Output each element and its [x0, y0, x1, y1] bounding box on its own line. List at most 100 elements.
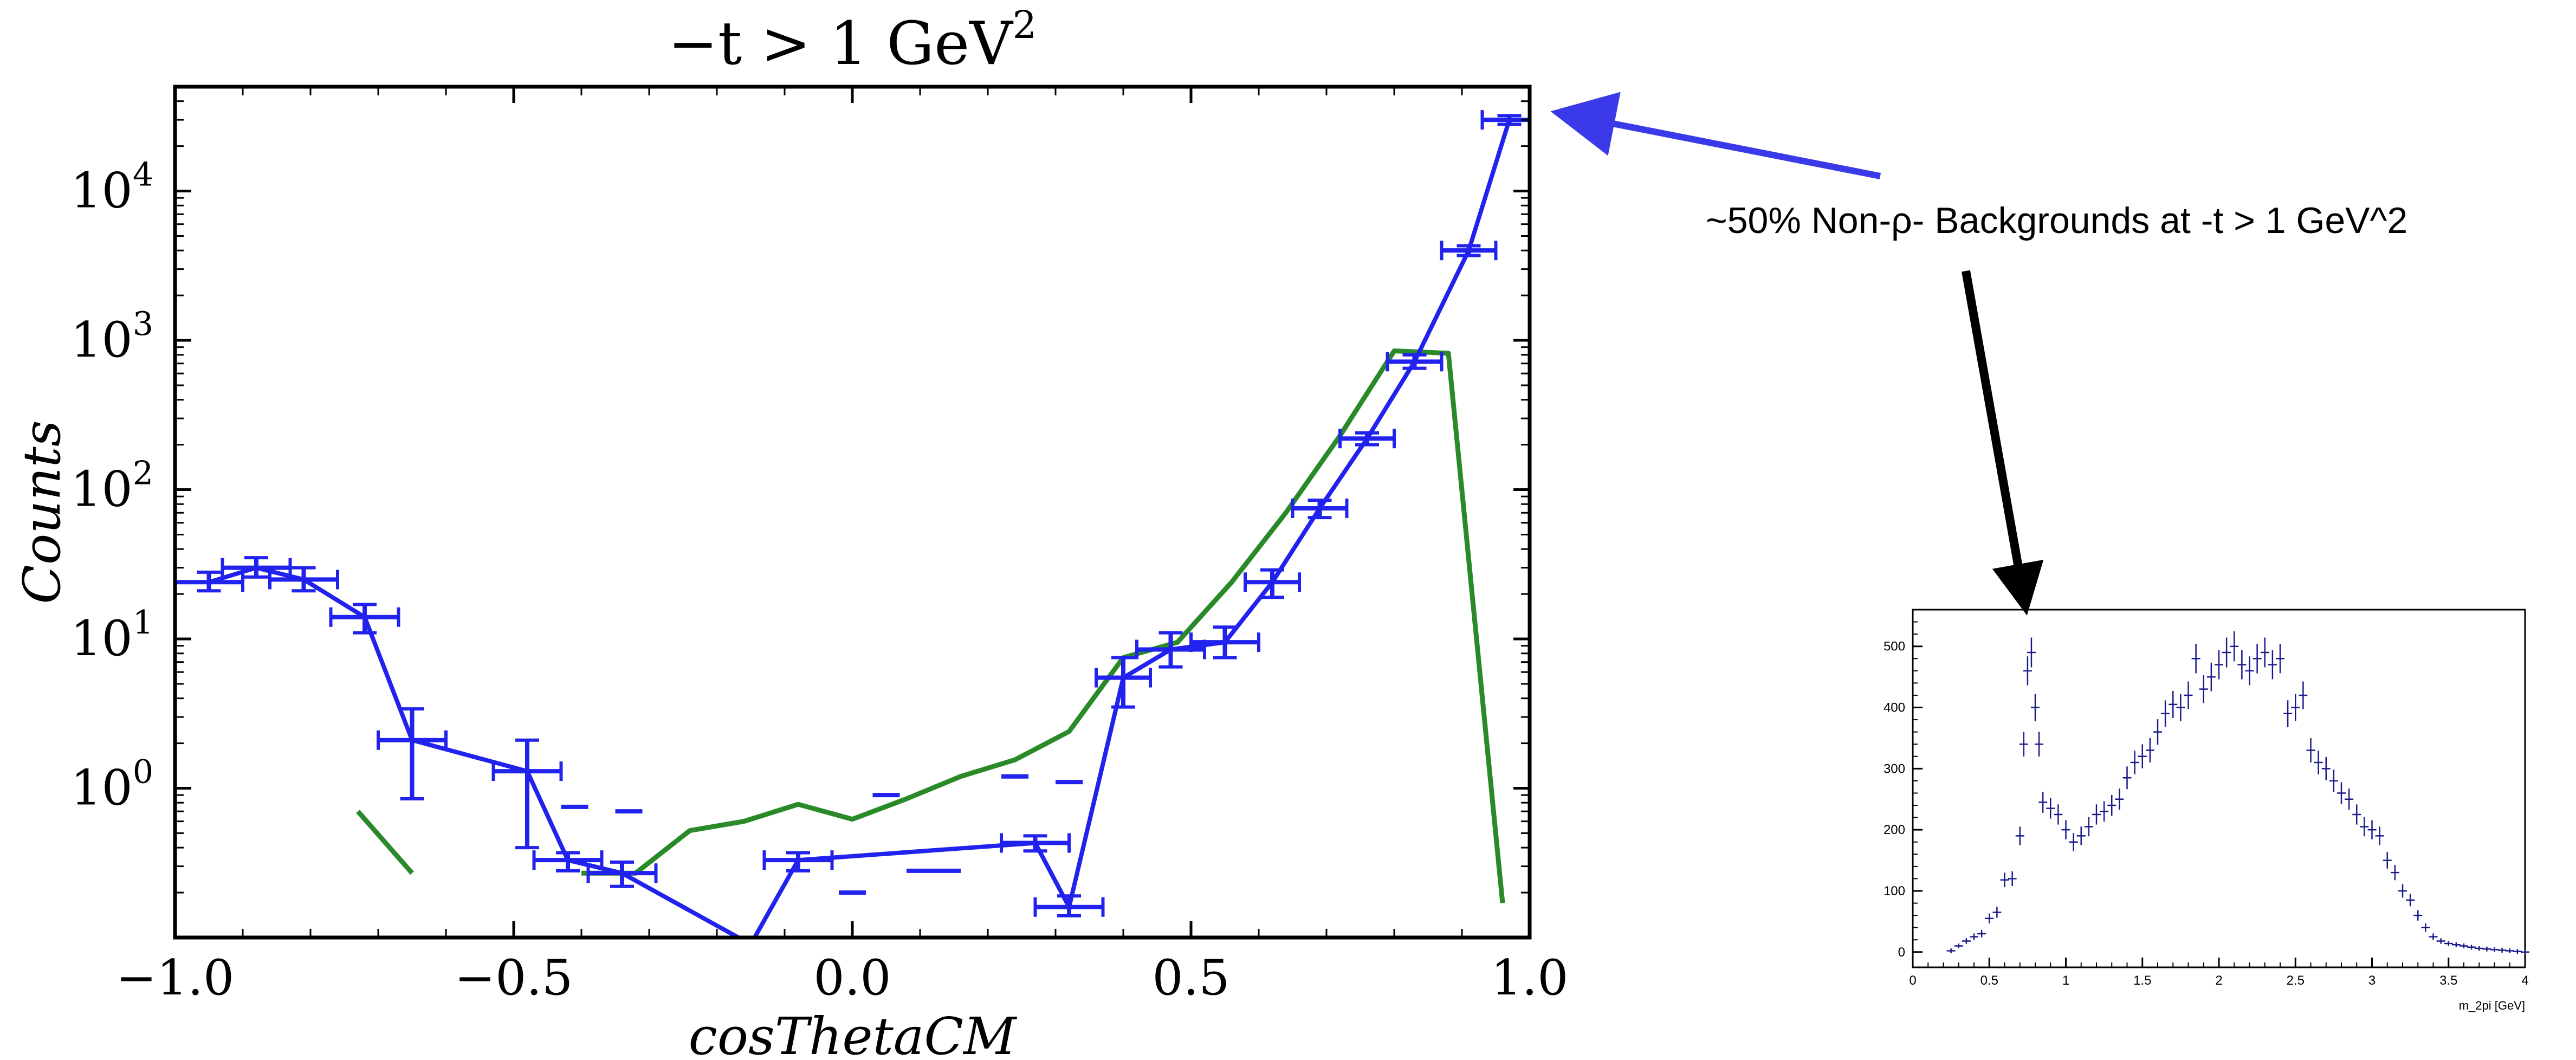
blue-errorbar-point: [1291, 498, 1349, 520]
inset-data-point: [2283, 700, 2293, 727]
inset-data-point: [2122, 766, 2132, 790]
inset-data-point: [2230, 631, 2239, 662]
inset-data-point: [2130, 751, 2139, 774]
inset-data-point: [2199, 675, 2208, 703]
inset-data-point: [2184, 681, 2193, 709]
inset-data-point: [2161, 700, 2170, 727]
inset-chart: 0 0.5 1 1.5 2 2.5 3 3.5 4 0 100 200 300 400 500 m_2pi …: [1884, 609, 2529, 1012]
inset-data-point: [2406, 894, 2415, 907]
inset-data-point: [2460, 943, 2468, 949]
inset-data-point: [2482, 946, 2491, 952]
inset-data-point: [2291, 694, 2300, 721]
inset-data-point: [2023, 656, 2032, 686]
inset-x-axis-label: m_2pi [GeV]: [2459, 999, 2525, 1012]
main-chart-marks: [175, 110, 1530, 938]
inset-y-tick-label: 300: [1884, 761, 1905, 776]
inset-data-point: [2115, 788, 2124, 810]
inset-x-tick-label: 0.5: [1980, 973, 1998, 988]
inset-data-point: [2253, 644, 2262, 674]
y-tick-label: 103: [70, 305, 153, 369]
inset-data-point: [2413, 910, 2423, 921]
inset-data-point: [2260, 637, 2269, 668]
blue-errorbar-point: [1338, 429, 1396, 449]
inset-data-point: [1946, 948, 1956, 954]
blue-errorbar-point: [175, 570, 244, 593]
inset-data-point: [2505, 948, 2514, 954]
inset-data-point: [1970, 933, 1978, 940]
green-series-line: [581, 348, 1505, 903]
inset-data-point: [2245, 656, 2254, 686]
blue-errorbar-point: [1189, 625, 1260, 660]
y-tick-label: 104: [70, 156, 153, 219]
annotation-text: ~50% Non-ρ- Backgrounds at -t > 1 GeV^2: [1706, 200, 2407, 241]
blue-errorbar-point: [1440, 241, 1498, 261]
inset-data-point: [2206, 662, 2216, 691]
inset-data-point: [2019, 732, 2028, 757]
blue-errorbar-point: [329, 603, 400, 635]
inset-data-point: [2490, 947, 2499, 952]
inset-data-point: [2513, 949, 2522, 954]
inset-data-point: [1962, 938, 1971, 944]
inset-data-point: [2467, 945, 2476, 950]
x-tick-label: 0.5: [1152, 949, 1229, 1006]
blue-errorbar-point: [1033, 894, 1105, 917]
blue-errorbar-point: [762, 850, 834, 872]
inset-data-point: [2360, 817, 2369, 837]
inset-chart-marks: [1946, 631, 2529, 955]
inset-data-point: [2314, 751, 2323, 774]
inset-data-point: [2375, 826, 2384, 845]
blue-errorbar-point: [268, 566, 339, 593]
blue-errorbar-point: [1386, 352, 1444, 372]
inset-data-point: [2107, 794, 2117, 816]
inset-x-tick-label: 3: [2368, 973, 2376, 988]
inset-x-tick-label: 0: [1909, 973, 1916, 988]
inset-data-point: [2421, 923, 2430, 932]
main-plot-frame: [173, 85, 1532, 940]
blue-errorbar-point: [377, 707, 448, 800]
inset-data-point: [2321, 757, 2331, 780]
blue-errorbar-point: [586, 860, 658, 888]
inset-data-point: [2237, 650, 2247, 680]
x-tick-label: −1.0: [116, 949, 235, 1006]
inset-data-point: [2276, 644, 2284, 674]
inset-data-point: [1977, 930, 1986, 938]
inset-x-tick-label: 2.5: [2287, 973, 2305, 988]
x-tick-label: 0.0: [813, 949, 891, 1006]
inset-data-point: [2222, 637, 2231, 668]
inset-data-point: [2497, 947, 2507, 953]
x-tick-label: −0.5: [455, 949, 573, 1006]
inset-data-point: [2436, 938, 2445, 944]
inset-data-point: [2383, 852, 2392, 869]
inset-data-point: [2451, 942, 2461, 947]
inset-data-point: [2027, 637, 2036, 668]
inset-data-point: [2061, 820, 2070, 839]
inset-data-point: [2015, 826, 2024, 845]
blue-errorbar-point: [1000, 833, 1071, 853]
inset-data-point: [2521, 949, 2529, 955]
inset-data-point: [2145, 738, 2154, 763]
inset-data-point: [2169, 690, 2178, 718]
y-tick-label: 101: [70, 604, 153, 667]
y-tick-label: 100: [70, 753, 153, 817]
main-y-axis-label: Counts: [12, 420, 72, 604]
inset-data-point: [2084, 817, 2093, 837]
black-arrow: [1962, 270, 2044, 616]
inset-data-point: [2176, 694, 2185, 721]
inset-data-point: [2337, 782, 2346, 804]
inset-data-point: [2035, 732, 2044, 757]
green-series-line: [356, 810, 414, 875]
inset-data-point: [2299, 681, 2308, 709]
inset-data-point: [2345, 788, 2354, 810]
inset-data-point: [2191, 644, 2200, 674]
inset-data-point: [2352, 804, 2361, 825]
inset-data-point: [2138, 744, 2147, 768]
inset-data-point: [2054, 804, 2063, 825]
inset-y-tick-label: 0: [1898, 945, 1905, 960]
inset-axis-ticks: 0 0.5 1 1.5 2 2.5 3 3.5 4 0 100 200 300 400 500: [1884, 621, 2529, 988]
inset-y-tick-label: 400: [1884, 701, 1905, 715]
blue-errorbar-point: [1095, 656, 1152, 709]
inset-data-point: [2100, 801, 2109, 822]
main-x-axis-label: cosThetaCM: [689, 1007, 1018, 1060]
inset-data-point: [2215, 650, 2223, 680]
blue-series-line: [208, 119, 1512, 938]
